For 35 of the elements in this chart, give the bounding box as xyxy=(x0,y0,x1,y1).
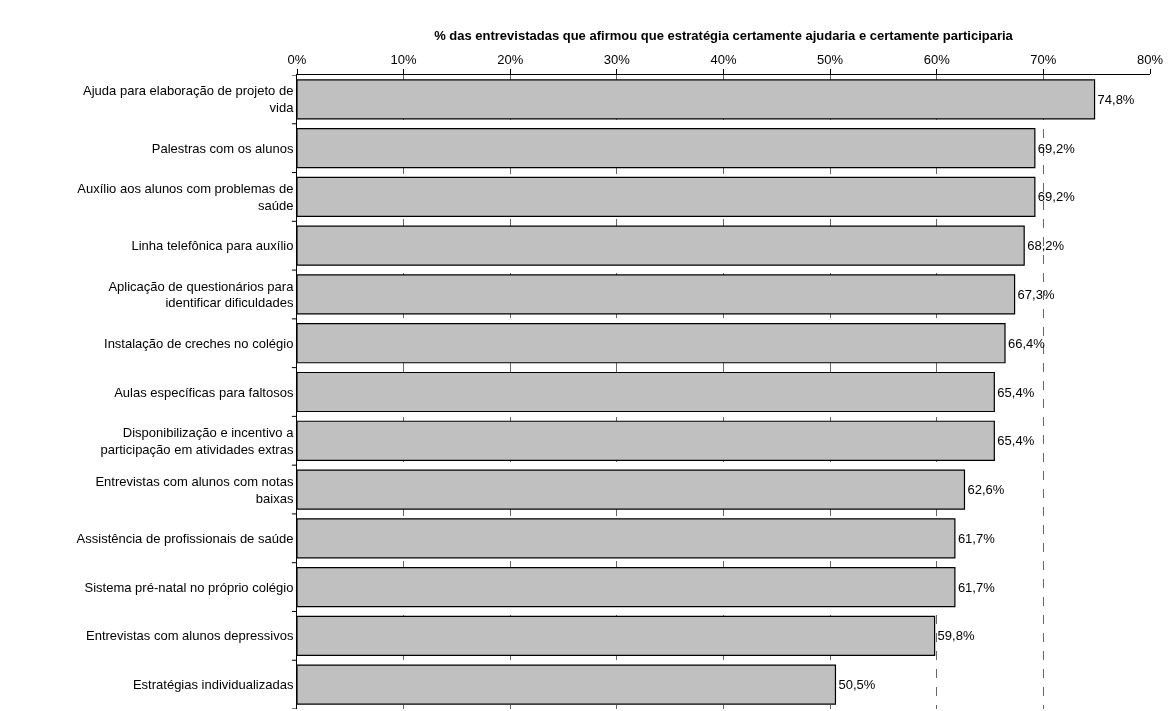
data-label: 62,6% xyxy=(967,482,1005,498)
x-tick-label: 70% xyxy=(1030,51,1057,67)
data-label: 66,4% xyxy=(1007,335,1046,351)
data-label: 61,7% xyxy=(957,579,996,595)
y-tick-label: Sistema pré-natal no próprio colégio xyxy=(84,579,294,595)
data-label: 59,8% xyxy=(937,628,975,644)
y-tick-label: Entrevistas com alunos com notas baixas xyxy=(95,473,294,506)
y-tick-label: Palestras com os alunos xyxy=(151,140,294,156)
data-label: 65,4% xyxy=(997,433,1035,449)
x-tick-label: 50% xyxy=(817,51,844,67)
data-label: 69,2% xyxy=(1037,140,1076,156)
data-label: 65,4% xyxy=(997,384,1035,400)
y-tick-label: Auxílio aos alunos com problemas de saúde xyxy=(77,181,294,213)
data-label: 69,2% xyxy=(1037,189,1076,205)
data-label: 50,5% xyxy=(838,677,876,693)
y-tick-label: Entrevistas com alunos depressivos xyxy=(86,628,294,644)
x-tick-label: 30% xyxy=(603,51,631,67)
x-axis-title: % das entrevistadas que afirmou que estratégia certamente ajudaria e certamente participaria xyxy=(434,27,1014,43)
y-tick-label: Estratégias individualizadas xyxy=(132,677,294,693)
y-tick-label: Linha telefônica para auxílio xyxy=(131,238,294,254)
x-tick-label: 60% xyxy=(923,51,951,67)
y-tick-label: Aulas específicas para faltosos xyxy=(114,384,294,400)
y-tick-label: Instalação de creches no colégio xyxy=(104,335,294,351)
x-tick-label: 40% xyxy=(710,51,737,67)
x-tick-label: 0% xyxy=(287,51,307,67)
y-tick-label: Assistência de profissionais de saúde xyxy=(76,530,294,546)
data-label: 61,7% xyxy=(957,530,996,546)
x-tick-label: 80% xyxy=(1136,51,1164,67)
y-tick-label: Disponibilização e incentivo a participação em atividades extras xyxy=(100,424,295,457)
data-label: 68,2% xyxy=(1027,238,1065,254)
x-tick-label: 10% xyxy=(390,51,418,67)
data-label: 74,8% xyxy=(1097,91,1135,107)
y-tick-label: Aplicação de questionários para identificar dificuldades xyxy=(108,278,295,311)
x-tick-label: 20% xyxy=(497,51,524,67)
y-tick-label: Ajuda para elaboração de projeto de vida xyxy=(83,83,295,116)
